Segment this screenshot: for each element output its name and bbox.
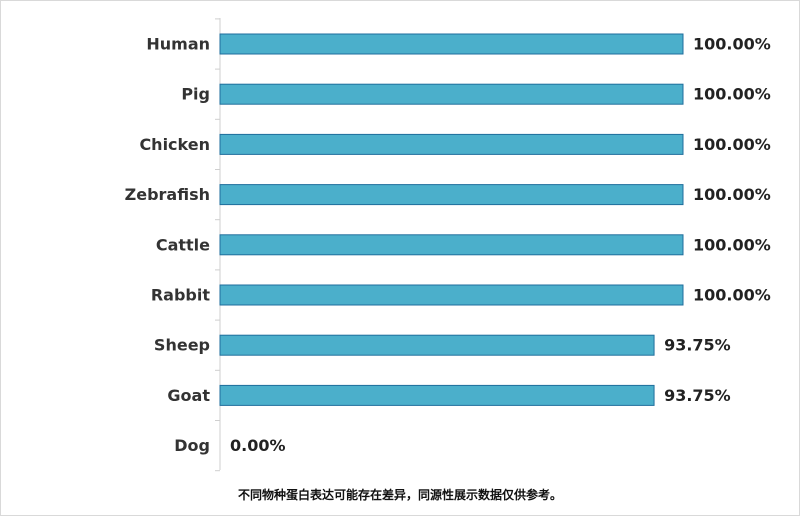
bar-goat <box>219 384 655 406</box>
labels-group: Human 100.00% Pig 100.00% Chicken 100.00% Zebr… <box>125 35 771 456</box>
value-label-human: 100.00% <box>693 35 771 54</box>
value-label-goat: 93.75% <box>664 386 731 405</box>
bar-chicken <box>219 133 684 155</box>
category-label-sheep: Sheep <box>154 336 210 355</box>
category-label-pig: Pig <box>181 85 210 104</box>
bar-rabbit <box>219 284 684 306</box>
y-axis-group <box>215 18 221 472</box>
category-label-zebrafish: Zebrafish <box>125 185 210 204</box>
value-label-sheep: 93.75% <box>664 336 731 355</box>
bar-pig <box>219 83 684 105</box>
bar-sheep <box>219 334 655 356</box>
value-label-rabbit: 100.00% <box>693 286 771 305</box>
value-label-chicken: 100.00% <box>693 135 771 154</box>
category-label-rabbit: Rabbit <box>151 286 211 305</box>
value-label-cattle: 100.00% <box>693 235 771 254</box>
bar-cattle <box>219 234 684 256</box>
category-label-human: Human <box>146 35 210 54</box>
value-label-pig: 100.00% <box>693 85 771 104</box>
bar-human <box>219 33 684 55</box>
category-label-cattle: Cattle <box>156 235 210 254</box>
bar-zebrafish <box>219 184 684 206</box>
category-label-goat: Goat <box>167 386 210 405</box>
category-label-chicken: Chicken <box>139 135 210 154</box>
bars-group <box>219 33 684 406</box>
footnote: 不同物种蛋白表达可能存在差异，同源性展示数据仅供参考。 <box>237 488 562 502</box>
value-label-zebrafish: 100.00% <box>693 185 771 204</box>
category-label-dog: Dog <box>174 436 210 455</box>
bar-chart: Human 100.00% Pig 100.00% Chicken 100.00% Zebr… <box>125 18 771 472</box>
value-label-dog: 0.00% <box>230 436 286 455</box>
